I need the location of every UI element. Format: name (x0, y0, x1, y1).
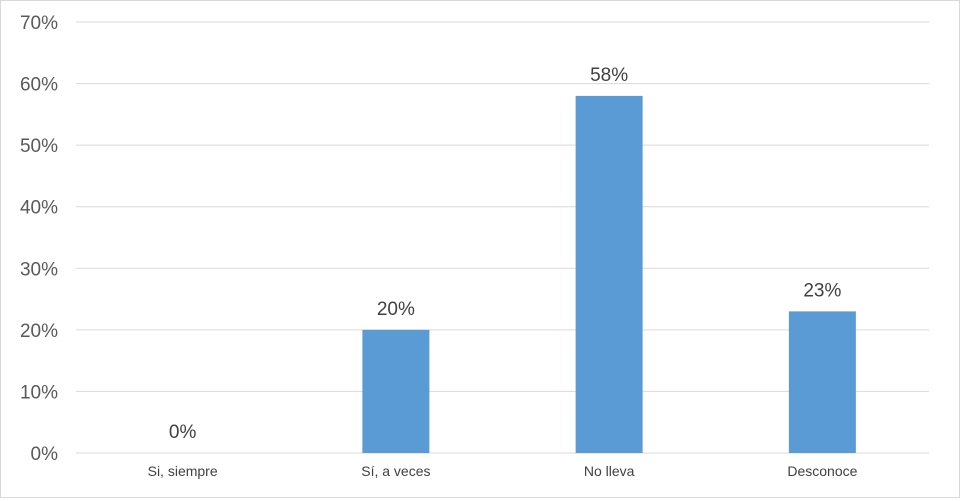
bar (362, 329, 430, 453)
y-tick-label: 20% (20, 321, 58, 342)
data-label: 23% (803, 280, 841, 301)
x-tick-label: Desconoce (787, 463, 857, 479)
y-tick-label: 0% (31, 444, 59, 465)
x-tick-label: No lleva (584, 463, 635, 479)
y-tick-label: 10% (20, 382, 58, 403)
y-axis-ticks: 0% 10% 20% 30% 40% 50% 60% 70% (20, 13, 58, 465)
data-label: 0% (169, 422, 197, 443)
data-labels: 0% 20% 58% 23% (169, 65, 842, 443)
bar (788, 311, 856, 453)
y-tick-label: 30% (20, 259, 58, 280)
y-tick-label: 60% (20, 75, 58, 96)
gridlines (76, 21, 929, 454)
bars (362, 95, 856, 453)
y-tick-label: 70% (20, 13, 58, 34)
x-tick-label: Si, siempre (148, 463, 218, 479)
x-tick-label: Sí, a veces (361, 463, 430, 479)
y-tick-label: 40% (20, 198, 58, 219)
data-label: 20% (377, 299, 415, 320)
y-tick-label: 50% (20, 136, 58, 157)
bar (575, 95, 643, 453)
data-label: 58% (590, 65, 628, 86)
x-axis-categories: Si, siempre Sí, a veces No lleva Desconoce (148, 463, 858, 479)
